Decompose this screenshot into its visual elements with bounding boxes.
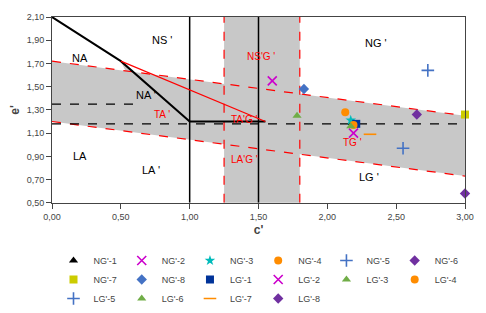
svg-text:TA'G ': TA'G ' [231,114,258,125]
svg-text:NG'-2: NG'-2 [162,256,185,266]
svg-text:2,10: 2,10 [27,12,45,22]
svg-text:LG'-7: LG'-7 [230,294,252,304]
svg-text:0,70: 0,70 [27,175,45,185]
svg-text:NG'-5: NG'-5 [366,256,389,266]
svg-text:NS'G ': NS'G ' [247,51,275,62]
svg-text:NS ': NS ' [152,34,172,46]
svg-text:LG ': LG ' [359,171,379,183]
svg-text:0,50: 0,50 [27,198,45,208]
svg-text:LG'-1: LG'-1 [230,275,252,285]
svg-text:LA ': LA ' [142,164,160,176]
svg-text:LG'-3: LG'-3 [366,275,388,285]
svg-text:1,10: 1,10 [27,128,45,138]
svg-text:NA: NA [72,52,88,64]
svg-text:0,90: 0,90 [27,152,45,162]
svg-text:NG'-4: NG'-4 [298,256,321,266]
svg-text:2,00: 2,00 [319,212,337,222]
svg-text:1,50: 1,50 [250,212,268,222]
svg-text:1,90: 1,90 [27,35,45,45]
svg-text:LA: LA [73,150,87,162]
svg-text:1,50: 1,50 [27,82,45,92]
svg-text:NG'-1: NG'-1 [94,256,117,266]
svg-text:NG'-3: NG'-3 [230,256,253,266]
svg-text:2,50: 2,50 [387,212,405,222]
svg-text:LG'-8: LG'-8 [298,294,320,304]
svg-text:e': e' [8,105,22,115]
svg-text:LG'-2: LG'-2 [298,275,320,285]
svg-text:NG'-7: NG'-7 [94,275,117,285]
svg-text:0,50: 0,50 [112,212,130,222]
svg-text:TA ': TA ' [154,109,170,120]
svg-text:NA ': NA ' [136,89,156,101]
svg-text:1,70: 1,70 [27,59,45,69]
svg-text:LG'-5: LG'-5 [94,294,116,304]
svg-text:c': c' [254,223,264,237]
svg-text:0,00: 0,00 [43,212,61,222]
svg-text:3,00: 3,00 [456,212,474,222]
svg-text:NG'-6: NG'-6 [435,256,458,266]
svg-text:LG'-6: LG'-6 [162,294,184,304]
svg-text:NG ': NG ' [365,37,387,49]
svg-text:LG'-4: LG'-4 [435,275,457,285]
svg-text:1,00: 1,00 [181,212,199,222]
svg-text:NG'-8: NG'-8 [162,275,185,285]
svg-text:1,30: 1,30 [27,105,45,115]
svg-text:TG ': TG ' [343,137,362,148]
svg-text:LA'G ': LA'G ' [231,154,258,165]
